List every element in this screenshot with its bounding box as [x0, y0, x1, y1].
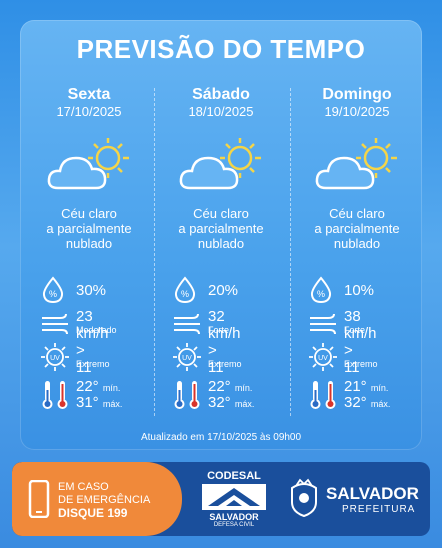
rain-chance: 30%: [76, 282, 107, 299]
temp-min: 22° mín.: [76, 378, 121, 395]
rain-drop-icon: %: [174, 276, 196, 304]
forecast-card: [20, 20, 422, 450]
day-name: Sexta: [67, 86, 111, 103]
wind-icon: [310, 313, 336, 335]
uv-level: Extremo: [208, 359, 242, 369]
day-column-friday: Sexta 17/10/2025 Céu claro a parcialmente…: [30, 86, 148, 416]
wind-level: Moderado: [76, 325, 117, 335]
svg-text:%: %: [181, 289, 189, 299]
svg-text:%: %: [49, 289, 57, 299]
day-name: Sábado: [192, 86, 250, 103]
emergency-text: EM CASO DE EMERGÊNCIA DISQUE 199: [58, 481, 151, 520]
salvador-wordmark: SALVADOR: [326, 484, 419, 503]
day-date: 17/10/2025: [56, 104, 122, 119]
updated-timestamp: Atualizado em 17/10/2025 às 09h00: [140, 432, 302, 443]
column-divider: [154, 88, 155, 416]
thermometer-icon: [310, 381, 336, 409]
thermometer-icon: [174, 381, 200, 409]
day-column-sunday: Domingo 19/10/2025 Céu claro a parcialmen…: [298, 86, 416, 416]
rain-drop-icon: %: [42, 276, 64, 304]
thermometer-cold-icon: [174, 381, 185, 409]
footer-banner: EM CASO DE EMERGÊNCIA DISQUE 199 CODESAL…: [12, 462, 430, 536]
wind-speed: 23 km/h: [76, 308, 109, 342]
phone-icon: [28, 480, 50, 518]
salvador-crest-icon: [291, 478, 317, 518]
uv-index: > 11: [344, 342, 360, 376]
codesal-logo: CODESAL SALVADOR DEFESA CIVIL: [198, 470, 270, 530]
temp-max: 32° máx.: [208, 394, 255, 411]
prefeitura-label: PREFEITURA: [342, 504, 416, 515]
column-divider: [290, 88, 291, 416]
wind-level: Forte: [344, 325, 366, 335]
temp-max: 31° máx.: [76, 394, 123, 411]
day-date: 18/10/2025: [188, 104, 254, 119]
uv-icon: UV: [41, 343, 69, 371]
cloud-sun-icon: [315, 138, 397, 190]
cloud-sun-icon: [47, 138, 129, 190]
thermometer-hot-icon: [325, 381, 336, 409]
wind-speed: 32 km/h: [208, 308, 241, 342]
temp-min: 22° mín.: [208, 378, 253, 395]
temp-min: 21° mín.: [344, 378, 389, 395]
codesal-emblem-icon: [202, 484, 266, 510]
rain-drop-icon: %: [310, 276, 332, 304]
thermometer-icon: [42, 381, 68, 409]
uv-level: Extremo: [344, 359, 378, 369]
emergency-panel: EM CASO DE EMERGÊNCIA DISQUE 199: [12, 462, 182, 536]
wind-speed: 38 km/h: [344, 308, 377, 342]
page-title: PREVISÃO DO TEMPO: [76, 34, 366, 64]
rain-chance: 20%: [208, 282, 239, 299]
svg-text:%: %: [317, 289, 325, 299]
uv-index: > 11: [76, 342, 92, 376]
uv-index: > 11: [208, 342, 224, 376]
rain-chance: 10%: [344, 282, 375, 299]
uv-icon: UV: [309, 343, 337, 371]
day-name: Domingo: [322, 86, 392, 103]
day-column-saturday: Sábado 18/10/2025 Céu claro a parcialment…: [162, 86, 280, 416]
uv-icon: UV: [173, 343, 201, 371]
wind-level: Forte: [208, 325, 230, 335]
weather-description: Céu claro a parcialmente nublado: [46, 206, 132, 251]
thermometer-cold-icon: [42, 381, 53, 409]
temp-max: 32° máx.: [344, 394, 391, 411]
weather-description: Céu claro a parcialmente nublado: [314, 206, 400, 251]
thermometer-cold-icon: [310, 381, 321, 409]
svg-text:UV: UV: [182, 355, 192, 362]
thermometer-hot-icon: [189, 381, 200, 409]
cloud-sun-icon: [179, 138, 261, 190]
weather-description: Céu claro a parcialmente nublado: [178, 206, 264, 251]
day-date: 19/10/2025: [324, 104, 390, 119]
svg-text:UV: UV: [50, 355, 60, 362]
thermometer-hot-icon: [57, 381, 68, 409]
uv-level: Extremo: [76, 359, 110, 369]
wind-icon: [42, 313, 68, 335]
svg-text:UV: UV: [318, 355, 328, 362]
wind-icon: [174, 313, 200, 335]
